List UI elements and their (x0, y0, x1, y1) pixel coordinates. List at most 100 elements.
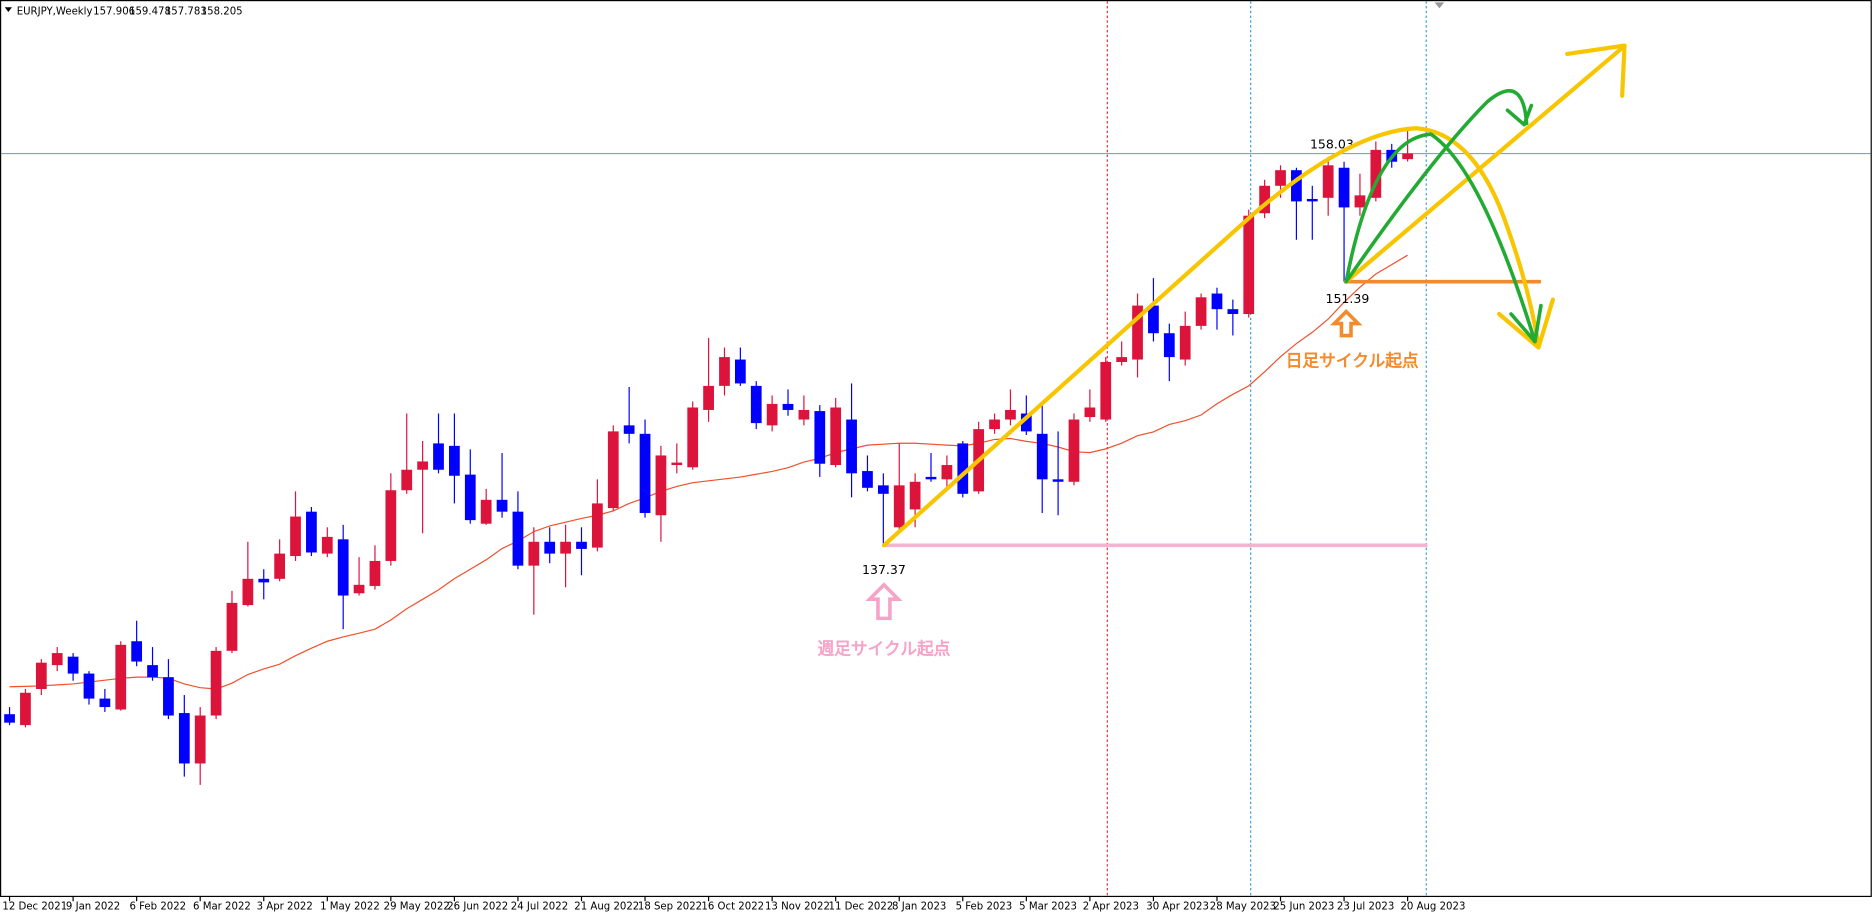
candle-body (592, 503, 603, 548)
candle-body (1163, 333, 1175, 358)
level-label: 151.39 (1325, 291, 1369, 306)
candle-body (496, 499, 508, 512)
x-tick-label: 5 Mar 2023 (1019, 902, 1077, 912)
candle-body (1322, 165, 1334, 198)
candle-body (623, 425, 635, 434)
yellow-arrow (1344, 45, 1625, 284)
candle-body (862, 471, 873, 488)
menu-triangle (4, 7, 12, 12)
candle-body (20, 692, 31, 726)
candle-body (178, 713, 190, 764)
candle-body (1036, 433, 1048, 480)
x-tick-label: 20 Aug 2023 (1400, 902, 1465, 912)
candle-body (512, 511, 524, 566)
candle-body (4, 714, 15, 723)
candle-body (131, 641, 143, 662)
candle-body (560, 541, 571, 554)
yellow-arrowhead (1497, 297, 1555, 350)
green-arrowhead (1509, 303, 1543, 344)
header-close: 158.205 (201, 6, 243, 17)
moving-average (9, 254, 1408, 690)
candle-body (1402, 153, 1413, 160)
candle-body (290, 516, 301, 557)
candle-body (369, 560, 381, 586)
candle-body (1132, 305, 1143, 360)
pink-arrow (865, 582, 903, 621)
candle-body (1084, 407, 1096, 418)
candle-body (242, 578, 254, 606)
candle-body (846, 419, 857, 474)
candle-body (306, 511, 317, 553)
candle-body (1243, 215, 1255, 315)
x-tick-label: 30 Apr 2023 (1146, 902, 1209, 912)
candle-body (909, 481, 921, 510)
x-tick-label: 11 Dec 2022 (829, 902, 894, 912)
x-tick-label: 5 Feb 2023 (956, 902, 1013, 912)
x-tick-label: 6 Feb 2022 (129, 902, 186, 912)
candle-body (528, 541, 540, 566)
candle-body (989, 419, 1000, 430)
candle-body (1020, 413, 1032, 432)
candle-body (687, 407, 699, 468)
candle-body (750, 385, 762, 424)
x-tick-label: 1 May 2022 (320, 902, 380, 912)
candle-body (274, 553, 286, 579)
candle-body (417, 461, 428, 470)
x-tick-label: 23 Jul 2023 (1337, 902, 1394, 912)
x-tick-label: 6 Mar 2022 (193, 902, 251, 912)
candle-body (226, 602, 238, 651)
candle-body (1354, 195, 1366, 208)
candle-body (1306, 198, 1318, 202)
header-high: 159.478 (129, 6, 171, 17)
x-tick-label: 9 Jan 2022 (66, 902, 120, 912)
candle-body (703, 385, 714, 410)
candle-body (1227, 309, 1239, 315)
note: 週足サイクル起点 (817, 638, 950, 658)
x-tick-label: 29 May 2022 (384, 902, 450, 912)
candle-body (194, 715, 206, 764)
yellow-arc (881, 126, 1541, 548)
candle-body (655, 455, 667, 516)
x-tick-label: 28 May 2023 (1210, 902, 1276, 912)
x-tick-label: 8 Jan 2023 (892, 902, 946, 912)
candle-body (1275, 170, 1286, 186)
candle-body (83, 673, 95, 699)
candle-body (1116, 357, 1128, 362)
candle-body (480, 499, 492, 524)
shift-marker (1434, 2, 1445, 9)
candle-body (1370, 149, 1382, 198)
yellow-arrowhead (1565, 43, 1627, 98)
x-tick-label: 26 Jun 2022 (447, 902, 508, 912)
candle-body (1052, 479, 1064, 482)
x-tick-label: 12 Dec 2021 (2, 902, 67, 912)
note: 日足サイクル起点 (1286, 351, 1419, 371)
x-tick-label: 2 Apr 2023 (1083, 902, 1139, 912)
candle-body (830, 407, 842, 466)
x-tick-label: 16 Oct 2022 (701, 902, 764, 912)
level-label: 137.37 (862, 562, 906, 577)
candle-body (1005, 409, 1016, 420)
candle-body (957, 443, 969, 494)
candle-body (401, 469, 413, 491)
candle-body (1338, 167, 1350, 208)
header-open: 157.906 (93, 6, 135, 17)
x-tick-label: 3 Apr 2022 (257, 902, 313, 912)
candle-body (1148, 305, 1159, 334)
candle-body (1291, 170, 1302, 202)
candle-body (115, 644, 127, 710)
candle-body (925, 476, 937, 480)
x-tick-label: 24 Jul 2022 (511, 902, 568, 912)
candle-body (719, 357, 730, 386)
candle-body (893, 485, 905, 528)
candle-body (353, 584, 365, 594)
candle-body (1195, 297, 1207, 326)
candle-body (51, 653, 63, 666)
candle-body (321, 536, 333, 554)
candle-body (67, 656, 79, 674)
candle-body (210, 650, 222, 716)
candle-body (1068, 419, 1080, 482)
candle-body (782, 403, 794, 410)
